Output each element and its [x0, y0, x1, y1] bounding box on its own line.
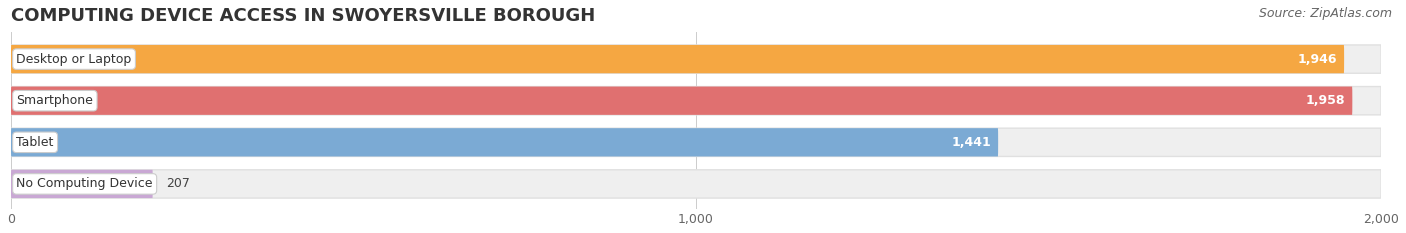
FancyBboxPatch shape — [11, 170, 153, 198]
FancyBboxPatch shape — [11, 170, 1381, 198]
Text: Tablet: Tablet — [17, 136, 53, 149]
FancyBboxPatch shape — [11, 87, 1381, 115]
FancyBboxPatch shape — [11, 87, 1353, 115]
Text: COMPUTING DEVICE ACCESS IN SWOYERSVILLE BOROUGH: COMPUTING DEVICE ACCESS IN SWOYERSVILLE … — [11, 7, 595, 25]
Text: Smartphone: Smartphone — [17, 94, 93, 107]
Text: Source: ZipAtlas.com: Source: ZipAtlas.com — [1258, 7, 1392, 20]
FancyBboxPatch shape — [11, 128, 998, 157]
Text: 1,441: 1,441 — [952, 136, 991, 149]
FancyBboxPatch shape — [11, 45, 1344, 73]
Text: 1,958: 1,958 — [1306, 94, 1346, 107]
FancyBboxPatch shape — [11, 128, 1381, 157]
FancyBboxPatch shape — [11, 45, 1381, 73]
Text: No Computing Device: No Computing Device — [17, 177, 153, 190]
Text: 207: 207 — [166, 177, 190, 190]
Text: Desktop or Laptop: Desktop or Laptop — [17, 53, 132, 66]
Text: 1,946: 1,946 — [1298, 53, 1337, 66]
